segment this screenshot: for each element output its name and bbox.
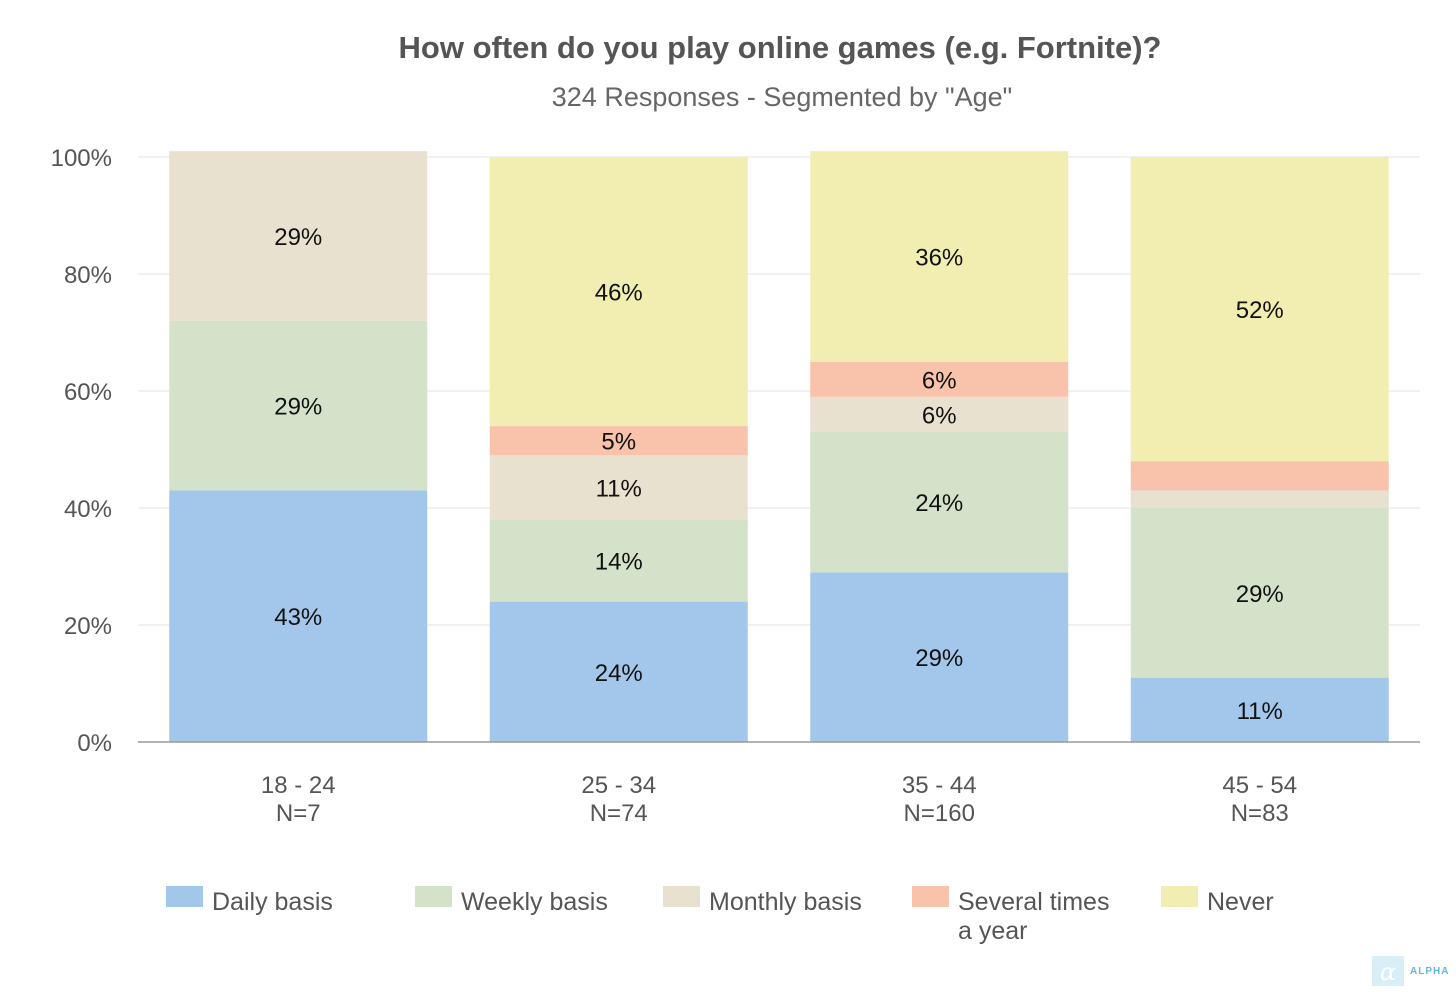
x-tick-label: 18 - 24 [261,772,336,799]
bars [169,151,1389,742]
bar-group-18-24 [169,151,428,742]
bar-segment [489,455,748,520]
x-tick-count: N=160 [904,800,975,827]
bar-segment [810,151,1069,362]
bar-segment [810,431,1069,573]
bar-group-45-54 [1130,157,1389,742]
bar-segment [810,361,1069,397]
x-tick-label: 25 - 34 [581,772,656,799]
data-label: 24% [595,660,643,687]
data-label: 24% [915,490,963,517]
bar-segment [169,320,428,491]
y-tick-label: 20% [64,613,112,640]
legend: Daily basis Weekly basis Monthly basis Seve… [166,886,1274,945]
chart-subtitle: 324 Responses - Segmented by "Age" [552,82,1012,112]
bar-segment [169,151,428,321]
legend-item: Weekly basis [415,886,608,916]
legend-swatch [663,886,700,907]
legend-swatch [912,886,949,907]
bar-segment [810,572,1069,742]
x-tick-count: N=83 [1231,800,1289,827]
logo-text: ALPHA [1410,966,1449,977]
y-tick-label: 80% [64,262,112,289]
y-tick-label: 0% [77,730,112,757]
bar-segment [489,601,748,742]
logo-glyph: α [1380,958,1396,986]
data-label: 14% [595,549,643,576]
x-tick-label: 45 - 54 [1222,772,1297,799]
y-axis: 0% 20% 40% 60% 80% 100% [51,145,112,757]
legend-label: Weekly basis [461,888,608,916]
bar-group-35-44 [810,151,1069,742]
legend-label: Never [1207,888,1274,916]
legend-label: a year [958,917,1027,945]
bar-segment [489,519,748,602]
y-tick-label: 100% [51,145,112,172]
legend-item: Daily basis [166,886,333,916]
bar-segment [1130,490,1389,508]
x-tick-label: 35 - 44 [902,772,977,799]
bar-segment [1130,157,1389,462]
bar-segment [169,490,428,742]
bar-segment [1130,677,1389,742]
legend-item: Monthly basis [663,886,862,916]
data-label: 29% [915,645,963,672]
legend-label: Several times [958,888,1109,916]
data-label: 6% [922,367,957,394]
data-label: 43% [274,604,322,631]
legend-swatch [415,886,452,907]
bar-segment [489,157,748,427]
data-label: 29% [1236,581,1284,608]
bar-segment [1130,461,1389,491]
bar-segment [1130,508,1389,678]
data-label: 11% [1237,698,1283,725]
legend-label: Daily basis [212,888,333,916]
alpha-logo: α ALPHA [1372,956,1449,986]
bar-group-25-34 [489,157,748,742]
legend-label: Monthly basis [709,888,862,916]
data-label: 29% [274,394,322,421]
data-label: 36% [915,244,963,271]
y-tick-label: 60% [64,379,112,406]
data-label: 11% [596,476,642,503]
y-tick-label: 40% [64,496,112,523]
data-label: 6% [922,402,957,429]
x-axis: 18 - 24N=7 25 - 34N=74 35 - 44N=160 45 - 54… [261,772,1297,827]
bar-segment [489,426,748,456]
legend-swatch [1161,886,1198,907]
data-label: 52% [1236,297,1284,324]
x-tick-count: N=7 [276,800,321,827]
legend-swatch [166,886,203,907]
logo-icon-box [1372,956,1404,986]
legend-item: Never [1161,886,1274,916]
chart-title: How often do you play online games (e.g.… [399,30,1162,65]
bar-segment [810,396,1069,432]
x-tick-count: N=74 [590,800,648,827]
data-label: 46% [595,280,643,307]
data-label: 5% [601,429,636,456]
data-labels: 43% 29% 29% 24% 14% 11% 5% 46% 29% 24% 6% 6% 36% 11% 2… [274,224,1284,725]
data-label: 29% [274,224,322,251]
